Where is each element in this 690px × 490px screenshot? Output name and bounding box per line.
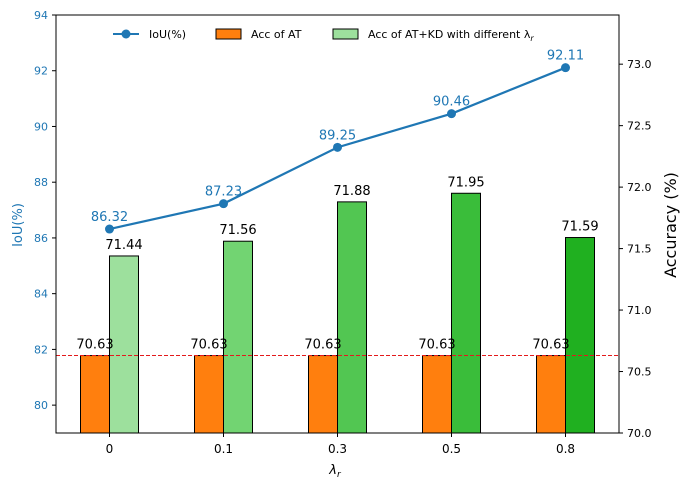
- legend-item-iou: IoU(%): [113, 28, 186, 41]
- left-axis-tick-label: 86: [34, 232, 48, 245]
- legend: IoU(%) Acc of AT Acc of AT+KD with diffe…: [113, 28, 534, 43]
- iou-point-label: 92.11: [547, 49, 584, 64]
- legend-item-acc-kd: Acc of AT+KD with different λr: [332, 28, 534, 43]
- iou-point: [561, 63, 570, 73]
- x-axis-tick-label: 0.5: [442, 442, 461, 456]
- iou-point-label: 87.23: [205, 185, 242, 200]
- iou-point: [219, 199, 228, 209]
- left-axis-tick-label: 92: [34, 65, 48, 78]
- x-axis-tick-label: 0.3: [328, 442, 347, 456]
- bar-acc-kd-label: 71.88: [333, 184, 370, 199]
- x-axis-tick-label: 0: [106, 442, 114, 456]
- x-axis: 0 0.1 0.3 0.5 0.8: [106, 433, 575, 456]
- legend-item-acc-at: Acc of AT: [215, 28, 302, 41]
- iou-point: [105, 224, 114, 234]
- legend-acc-at-label: Acc of AT: [251, 28, 302, 41]
- left-axis-tick-label: 90: [34, 120, 48, 133]
- legend-iou-marker-swatch: [121, 29, 131, 39]
- left-axis-tick-label: 88: [34, 176, 48, 189]
- bar-acc-at-label: 70.63: [304, 338, 341, 353]
- iou-line-layer: [105, 63, 570, 234]
- right-axis-tick-label: 70.5: [627, 366, 652, 379]
- left-axis-tick-label: 94: [34, 9, 48, 22]
- left-axis-label: IoU(%): [11, 203, 26, 247]
- right-axis: 70.0 70.5 71.0 71.5 72.0 72.5 73.0: [619, 58, 652, 440]
- iou-point-label: 90.46: [433, 95, 470, 110]
- bar-acc-at: [80, 355, 110, 434]
- iou-point: [333, 142, 342, 152]
- bar-acc-at-label: 70.63: [190, 338, 227, 353]
- x-axis-tick-label: 0.8: [556, 442, 575, 456]
- iou-point-label: 89.25: [319, 128, 356, 143]
- bars-layer: [80, 192, 595, 434]
- bar-acc-kd: [451, 192, 481, 434]
- right-axis-tick-label: 71.0: [627, 304, 652, 317]
- bar-acc-kd-label: 71.44: [105, 238, 142, 253]
- right-axis-tick-label: 71.5: [627, 243, 652, 256]
- bar-acc-at: [194, 355, 224, 434]
- data-labels-layer: 70.63 71.44 70.63 71.56 70.63 71.88 70.63 71.95…: [76, 49, 598, 353]
- left-axis-tick-label: 80: [34, 399, 48, 412]
- legend-acc-kd-label: Acc of AT+KD with different λr: [368, 28, 534, 43]
- right-axis-tick-label: 72.0: [627, 181, 652, 194]
- legend-acc-at-swatch: [215, 28, 242, 40]
- x-axis-tick-label: 0.1: [214, 442, 233, 456]
- bar-acc-kd-label: 71.56: [219, 223, 256, 238]
- bar-acc-at-label: 70.63: [418, 338, 455, 353]
- bar-acc-kd: [109, 255, 139, 434]
- bar-acc-at-label: 70.63: [76, 338, 113, 353]
- legend-iou-label: IoU(%): [149, 28, 186, 41]
- bar-acc-at: [536, 355, 566, 434]
- bar-acc-at-label: 70.63: [532, 338, 569, 353]
- right-axis-tick-label: 72.5: [627, 120, 652, 133]
- right-axis-tick-label: 70.0: [627, 427, 652, 440]
- left-axis: 80 82 84 86 88 90 92 94: [34, 9, 56, 412]
- bar-acc-kd: [223, 240, 253, 434]
- left-axis-tick-label: 82: [34, 343, 48, 356]
- right-axis-label: Accuracy (%): [661, 172, 680, 278]
- bar-acc-kd: [337, 201, 367, 434]
- left-axis-tick-label: 84: [34, 288, 48, 301]
- bar-acc-kd: [565, 237, 595, 434]
- bar-acc-kd-label: 71.95: [447, 175, 484, 190]
- bar-acc-at: [308, 355, 338, 434]
- iou-point-label: 86.32: [91, 210, 128, 225]
- iou-point: [447, 109, 456, 119]
- x-axis-label: λr: [328, 463, 342, 480]
- right-axis-tick-label: 73.0: [627, 58, 652, 71]
- bar-acc-kd-label: 71.59: [561, 220, 598, 235]
- legend-acc-kd-swatch: [332, 28, 359, 40]
- bar-acc-at: [422, 355, 452, 434]
